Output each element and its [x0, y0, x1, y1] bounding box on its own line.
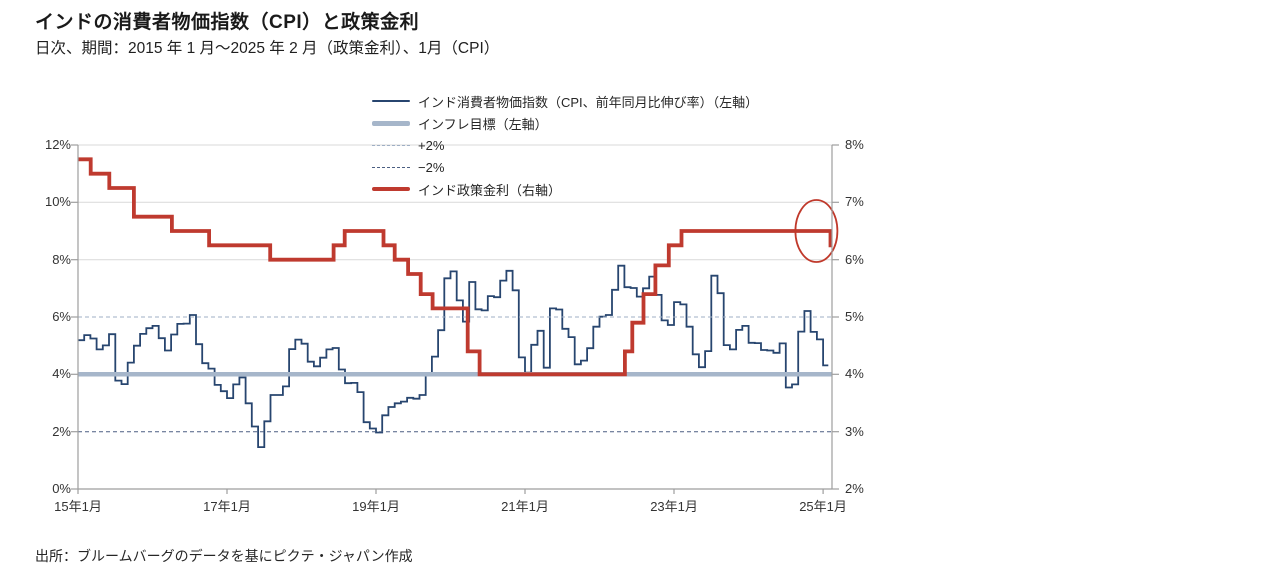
left-axis-tick-label: 4% [52, 366, 71, 382]
legend-swatch-dashed-line-icon [372, 166, 410, 168]
x-axis-tick-label: 15年1月 [54, 499, 102, 514]
left-axis-tick-label: 0% [52, 481, 71, 496]
cpi-line [78, 264, 829, 448]
right-axis-tick-label: 3% [845, 423, 864, 439]
left-axis-tick-label: 10% [44, 194, 71, 210]
right-axis-tick-label: 2% [845, 481, 864, 496]
rate-cut-highlight-ellipse [794, 199, 839, 263]
legend-label: −2% [418, 159, 445, 175]
legend-label: インフレ目標（左軸） [418, 116, 548, 132]
legend-item-1: インフレ目標（左軸） [372, 112, 758, 134]
legend-swatch-dashed-line-icon [372, 144, 410, 146]
x-axis-tick-label: 17年1月 [203, 499, 251, 514]
left-axis-tick-label: 2% [52, 423, 71, 439]
legend-item-2: +2% [372, 134, 758, 156]
legend-swatch-line-icon [372, 100, 410, 102]
x-axis-tick-label: 19年1月 [352, 499, 400, 514]
chart-legend: インド消費者物価指数（CPI、前年同月比伸び率）（左軸） インフレ目標（左軸） +2… [372, 90, 758, 200]
chart-subtitle: 日次、期間：2015 年 1 月～2025 年 2 月（政策金利）、1月（CPI… [35, 40, 500, 57]
x-axis-tick-label: 23年1月 [650, 499, 698, 514]
legend-item-3: −2% [372, 156, 758, 178]
legend-label: インド政策金利（右軸） [418, 182, 562, 198]
right-axis-tick-label: 4% [845, 366, 864, 382]
left-axis-tick-label: 6% [52, 309, 71, 324]
legend-swatch-line-icon [372, 187, 410, 191]
chart-title: インドの消費者物価指数（CPI）と政策金利 [35, 12, 420, 33]
right-axis-tick-label: 8% [845, 137, 864, 152]
legend-item-0: インド消費者物価指数（CPI、前年同月比伸び率）（左軸） [372, 90, 758, 112]
right-axis-tick-label: 6% [845, 251, 864, 267]
policy-rate-line [78, 157, 833, 377]
legend-item-4: インド政策金利（右軸） [372, 178, 758, 200]
x-axis-tick-label: 21年1月 [501, 499, 549, 514]
legend-label: +2% [418, 137, 445, 153]
legend-swatch-line-icon [372, 120, 410, 126]
x-axis-tick-label: 25年1月 [799, 499, 847, 514]
legend-label: インド消費者物価指数（CPI、前年同月比伸び率）（左軸） [418, 94, 759, 110]
source-note: 出所：ブルームバーグのデータを基にピクテ・ジャパン作成 [35, 548, 413, 564]
right-axis-tick-label: 7% [845, 194, 864, 210]
right-axis-tick-label: 5% [845, 309, 864, 324]
left-axis-tick-label: 8% [52, 251, 71, 267]
left-axis-tick-label: 12% [44, 137, 71, 152]
